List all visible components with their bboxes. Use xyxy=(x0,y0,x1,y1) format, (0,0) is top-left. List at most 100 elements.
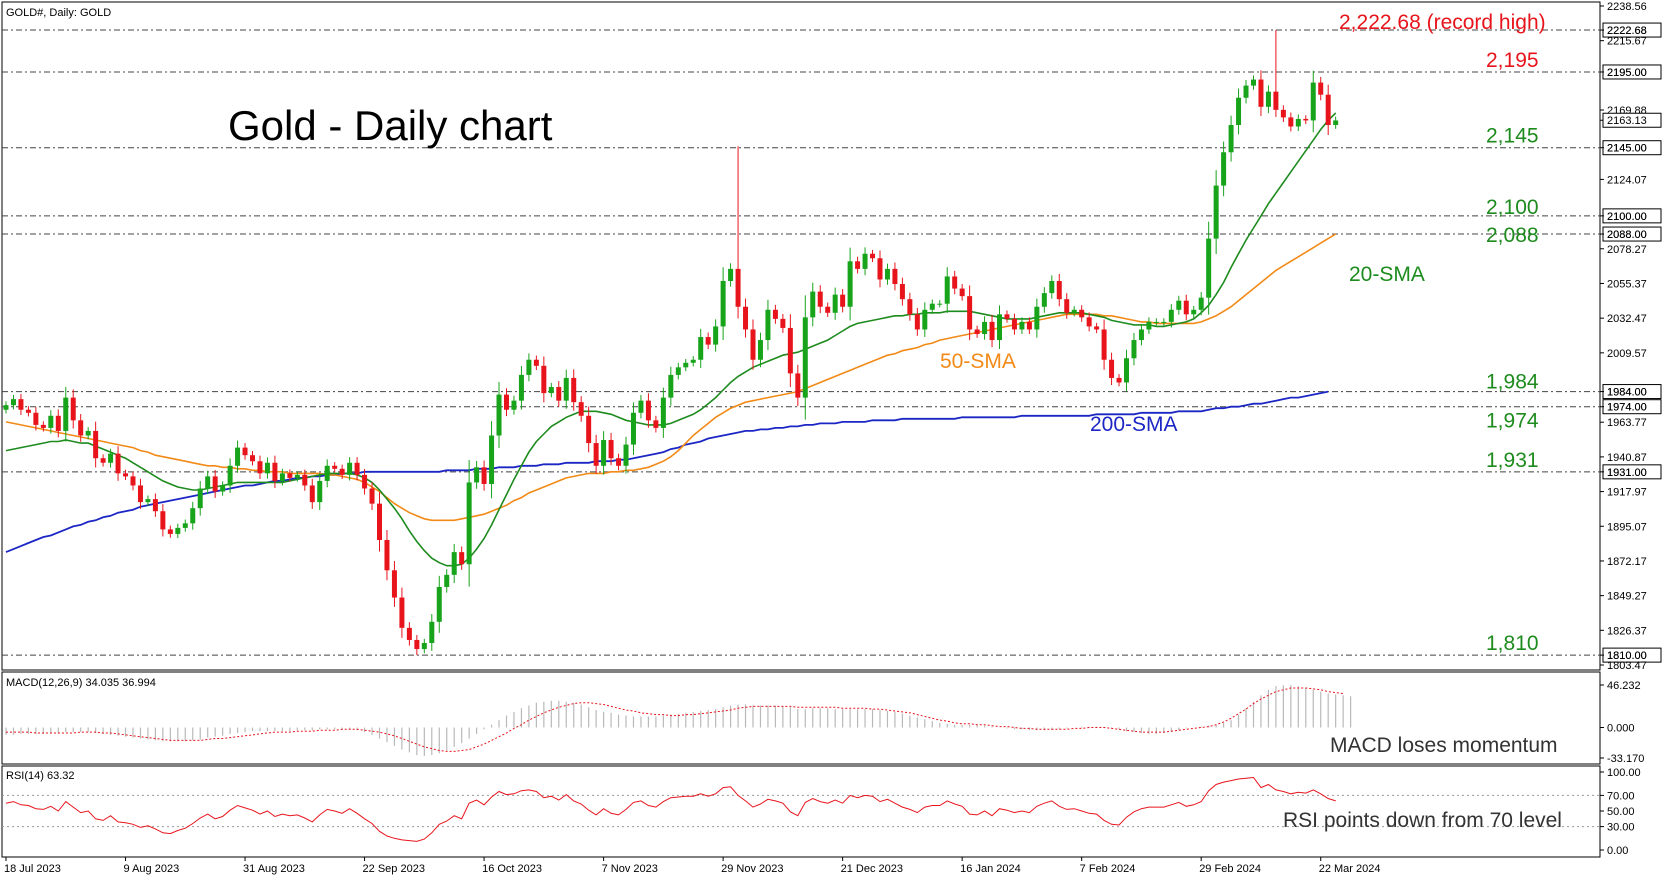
candle-body xyxy=(279,473,285,481)
macd-signal-line xyxy=(6,687,1344,752)
rsi-line xyxy=(5,776,1336,842)
x-tick-label: 29 Feb 2024 xyxy=(1199,863,1261,875)
last-price-box xyxy=(1602,112,1662,128)
level-label: 2,100 xyxy=(1486,196,1539,219)
candle-body xyxy=(10,399,16,406)
candle-body xyxy=(840,294,846,307)
candle-body xyxy=(1004,314,1010,319)
candle-body xyxy=(489,435,495,484)
candle-body xyxy=(1034,306,1040,330)
candle-body xyxy=(175,527,181,534)
candle-body xyxy=(1325,94,1331,125)
level-label: 2,195 xyxy=(1486,49,1539,72)
rsi-annotation: RSI points down from 70 level xyxy=(1283,809,1562,832)
candle-body xyxy=(384,539,390,571)
candle-body xyxy=(556,387,562,401)
y-tick-label: 2032.47 xyxy=(1607,313,1647,325)
level-price-label: 1810.00 xyxy=(1607,650,1647,662)
rsi-y-tick-label: 50.00 xyxy=(1607,806,1635,818)
candle-body xyxy=(33,412,39,425)
level-price-label: 2145.00 xyxy=(1607,143,1647,155)
candle-body xyxy=(93,430,99,459)
candle-body xyxy=(1303,118,1309,121)
candle-body xyxy=(675,367,681,375)
candle-body xyxy=(1079,309,1085,318)
candle-body xyxy=(795,373,801,398)
candle-body xyxy=(578,402,584,416)
candle-body xyxy=(339,468,345,475)
y-tick-label: 1895.07 xyxy=(1607,521,1647,533)
x-tick-label: 16 Oct 2023 xyxy=(482,863,542,875)
candle-body xyxy=(899,284,905,300)
rsi-series: 100.00 70.00 50.00 30.00 0.00 xyxy=(2,767,1641,857)
candle-body xyxy=(526,359,532,375)
candle-body xyxy=(1146,321,1152,330)
candle-body xyxy=(1191,309,1197,315)
candle-body xyxy=(750,329,756,360)
candle-body xyxy=(152,499,158,512)
candle-body xyxy=(571,377,577,403)
y-tick-label: 1931.00 xyxy=(1607,467,1647,479)
level-price-label: 1931.00 xyxy=(1607,467,1647,479)
candle-body xyxy=(608,440,614,459)
candle-body xyxy=(1176,300,1182,310)
candles xyxy=(3,30,1339,656)
candle-body xyxy=(421,642,427,650)
candle-body xyxy=(1236,97,1242,125)
y-tick-label: 1849.27 xyxy=(1607,591,1647,603)
x-tick-label: 22 Sep 2023 xyxy=(363,863,425,875)
candle-body xyxy=(205,476,211,489)
sma200-line xyxy=(5,390,1329,553)
macd-annotation: MACD loses momentum xyxy=(1330,734,1558,757)
candle-body xyxy=(242,447,248,456)
candle-body xyxy=(429,621,435,643)
candle-body xyxy=(1064,299,1070,313)
candle-body xyxy=(817,291,823,307)
candle-body xyxy=(1124,358,1129,383)
candle-body xyxy=(884,268,890,280)
candle-body xyxy=(1116,377,1122,383)
candle-body xyxy=(630,412,636,445)
y-tick-label: 2100.00 xyxy=(1607,211,1647,223)
candle-body xyxy=(123,473,129,477)
candle-body xyxy=(892,268,898,285)
candle-body xyxy=(660,397,666,428)
level-label: 2,145 xyxy=(1486,125,1539,148)
candle-body xyxy=(25,409,31,413)
candle-body xyxy=(937,303,943,305)
candle-body xyxy=(115,453,121,474)
candle-body xyxy=(1131,340,1137,359)
candle-body xyxy=(533,359,539,366)
level-price-label: 2195.00 xyxy=(1607,67,1647,79)
candle-body xyxy=(227,465,233,486)
candle-body xyxy=(780,318,786,328)
candle-body xyxy=(922,309,928,330)
candle-body xyxy=(668,374,674,398)
candle-body xyxy=(18,399,24,410)
macd-y-tick-label: 46.232 xyxy=(1607,680,1641,692)
candle-body xyxy=(1168,309,1174,322)
candle-body xyxy=(55,415,61,431)
candle-body xyxy=(1026,321,1032,330)
candle-body xyxy=(167,529,173,534)
candle-body xyxy=(997,314,1003,341)
candle-body xyxy=(593,443,599,466)
candle-body xyxy=(294,474,300,478)
x-tick-label: 21 Dec 2023 xyxy=(841,863,903,875)
candle-body xyxy=(653,420,659,428)
level-price-label: 1984.00 xyxy=(1607,387,1647,399)
candle-body xyxy=(257,461,263,474)
candle-body xyxy=(414,639,420,650)
candle-body xyxy=(1318,82,1324,95)
rsi-y-tick-label: 70.00 xyxy=(1607,790,1635,802)
candle-body xyxy=(1071,309,1077,313)
candle-body xyxy=(332,465,338,469)
candle-body xyxy=(511,400,517,410)
candle-body xyxy=(1056,280,1062,300)
candle-body xyxy=(369,488,375,504)
candle-body xyxy=(264,462,270,474)
candle-body xyxy=(1041,293,1047,307)
candle-body xyxy=(1019,321,1025,330)
candle-body xyxy=(466,482,472,565)
candle-body xyxy=(765,309,771,341)
